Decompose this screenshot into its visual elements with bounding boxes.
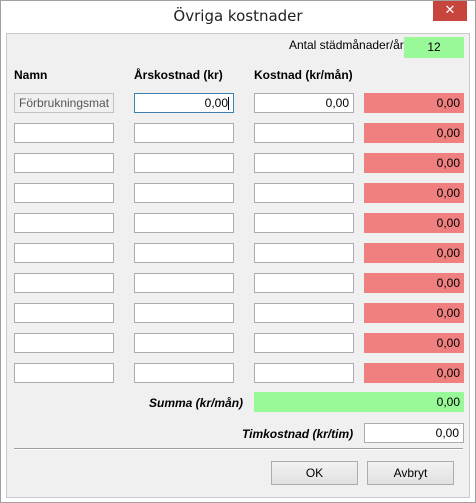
annual-cost-input[interactable] <box>134 273 234 293</box>
sum-label: Summa (kr/mån) <box>149 396 244 410</box>
row-result: 0,00 <box>364 243 464 263</box>
cancel-button[interactable]: Avbryt <box>367 461 454 485</box>
name-field[interactable] <box>14 243 114 263</box>
annual-cost-input[interactable] <box>134 183 234 203</box>
monthly-cost-input[interactable] <box>254 303 354 323</box>
row-result: 0,00 <box>364 213 464 233</box>
annual-cost-input[interactable] <box>134 363 234 383</box>
annual-cost-input[interactable] <box>134 243 234 263</box>
annual-cost-value: 0,00 <box>204 96 228 110</box>
row-result: 0,00 <box>364 183 464 203</box>
monthly-cost-input[interactable] <box>254 153 354 173</box>
monthly-cost-input[interactable] <box>254 333 354 353</box>
name-field[interactable]: Förbrukningsmat <box>14 93 114 113</box>
months-value: 12 <box>404 37 464 58</box>
name-field[interactable] <box>14 363 114 383</box>
hourly-cost-field[interactable]: 0,00 <box>364 423 464 443</box>
row-result: 0,00 <box>364 363 464 383</box>
row-result: 0,00 <box>364 303 464 323</box>
close-icon: ✕ <box>444 3 456 18</box>
annual-cost-input[interactable] <box>134 303 234 323</box>
monthly-cost-input[interactable] <box>254 213 354 233</box>
annual-cost-input[interactable] <box>134 153 234 173</box>
monthly-cost-input[interactable]: 0,00 <box>254 93 354 113</box>
annual-cost-input[interactable] <box>134 333 234 353</box>
column-header-monthly: Kostnad (kr/mån) <box>254 68 353 82</box>
name-field[interactable] <box>14 153 114 173</box>
name-field[interactable] <box>14 213 114 233</box>
name-field[interactable] <box>14 303 114 323</box>
name-field[interactable] <box>14 333 114 353</box>
hourly-cost-label: Timkostnad (kr/tim) <box>242 427 354 441</box>
name-field[interactable] <box>14 183 114 203</box>
text-caret <box>228 97 229 111</box>
row-result: 0,00 <box>364 93 464 113</box>
name-field[interactable] <box>14 273 114 293</box>
annual-cost-input[interactable] <box>134 123 234 143</box>
annual-cost-input[interactable]: 0,00 <box>134 93 234 113</box>
name-field[interactable] <box>14 123 114 143</box>
row-result: 0,00 <box>364 123 464 143</box>
row-result: 0,00 <box>364 153 464 173</box>
divider <box>14 448 463 450</box>
column-header-name: Namn <box>14 68 48 82</box>
dialog-title: Övriga kostnader <box>173 7 303 25</box>
row-result: 0,00 <box>364 273 464 293</box>
months-label: Antal städmånader/år <box>289 38 404 52</box>
annual-cost-input[interactable] <box>134 213 234 233</box>
monthly-cost-input[interactable] <box>254 273 354 293</box>
close-button[interactable]: ✕ <box>433 1 467 21</box>
monthly-cost-input[interactable] <box>254 363 354 383</box>
monthly-cost-input[interactable] <box>254 123 354 143</box>
column-header-annual: Årskostnad (kr) <box>134 68 223 82</box>
title-bar: Övriga kostnader ✕ <box>1 1 475 33</box>
ok-button[interactable]: OK <box>271 461 358 485</box>
sum-value: 0,00 <box>254 392 464 412</box>
row-result: 0,00 <box>364 333 464 353</box>
monthly-cost-input[interactable] <box>254 243 354 263</box>
monthly-cost-input[interactable] <box>254 183 354 203</box>
